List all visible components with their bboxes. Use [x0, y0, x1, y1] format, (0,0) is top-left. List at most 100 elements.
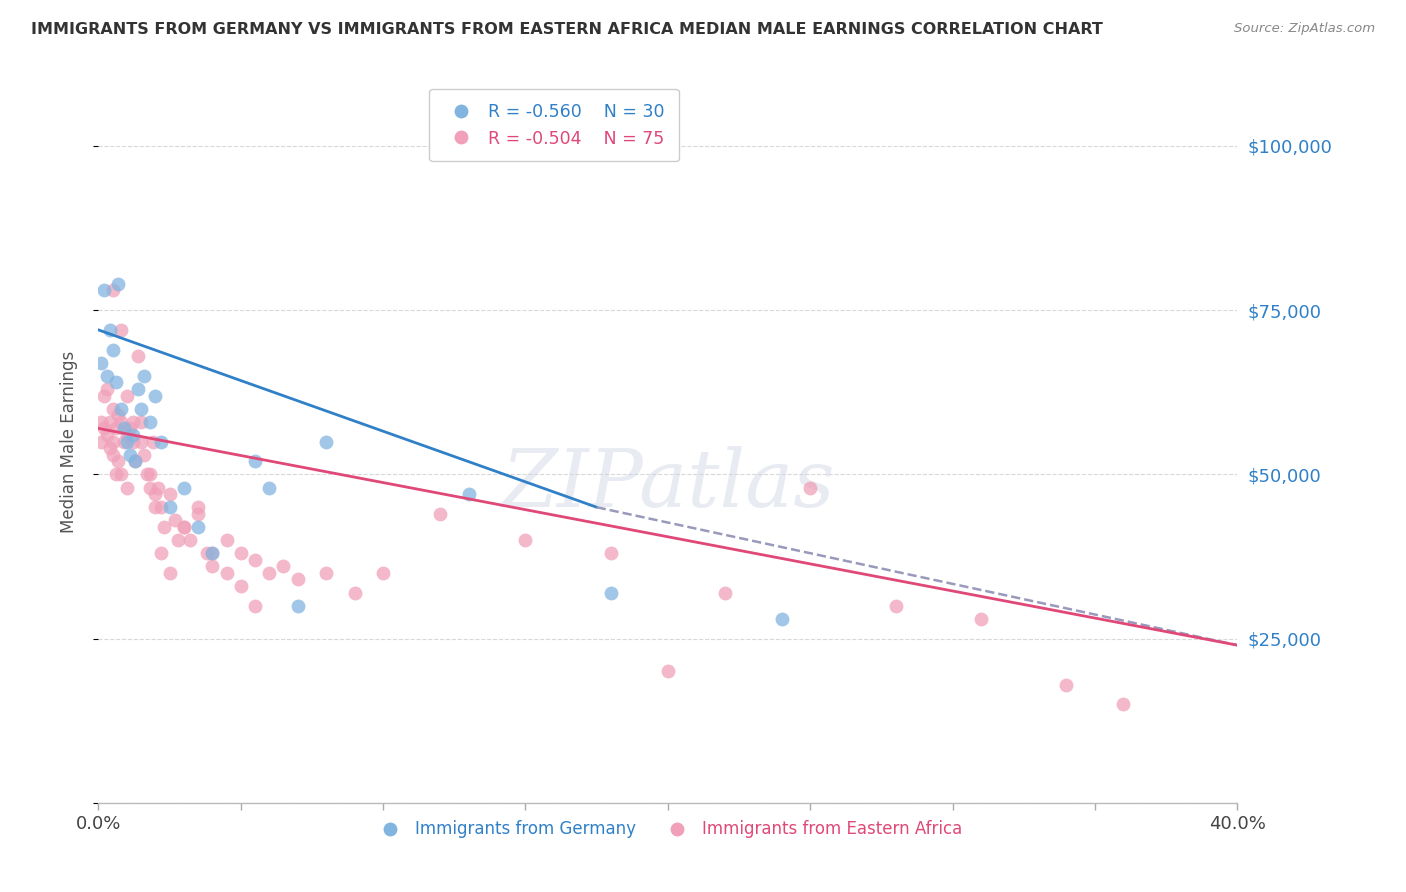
Point	[515, 533, 537, 547]
Point	[121, 428, 143, 442]
Point	[159, 566, 181, 580]
Point	[145, 500, 167, 515]
Point	[141, 434, 163, 449]
Point	[167, 533, 190, 547]
Point	[215, 533, 238, 547]
Point	[243, 599, 266, 613]
Point	[112, 434, 135, 449]
Point	[101, 343, 124, 357]
Point	[110, 401, 132, 416]
Point	[124, 454, 146, 468]
Point	[138, 467, 160, 482]
Point	[127, 349, 149, 363]
Point	[112, 421, 135, 435]
Point	[1112, 698, 1135, 712]
Point	[101, 448, 124, 462]
Point	[187, 507, 209, 521]
Point	[121, 434, 143, 449]
Point	[201, 559, 224, 574]
Point	[714, 585, 737, 599]
Point	[315, 566, 337, 580]
Point	[115, 481, 138, 495]
Point	[101, 284, 124, 298]
Point	[657, 665, 679, 679]
Point	[970, 612, 993, 626]
Point	[110, 415, 132, 429]
Text: Source: ZipAtlas.com: Source: ZipAtlas.com	[1234, 22, 1375, 36]
Point	[173, 520, 195, 534]
Point	[195, 546, 218, 560]
Legend: Immigrants from Germany, Immigrants from Eastern Africa: Immigrants from Germany, Immigrants from…	[367, 814, 969, 845]
Point	[187, 520, 209, 534]
Point	[215, 566, 238, 580]
Point	[150, 434, 173, 449]
Point	[96, 428, 118, 442]
Point	[187, 500, 209, 515]
Point	[129, 401, 152, 416]
Y-axis label: Median Male Earnings: Median Male Earnings	[59, 351, 77, 533]
Point	[145, 487, 167, 501]
Point	[243, 553, 266, 567]
Point	[229, 579, 252, 593]
Point	[90, 434, 112, 449]
Point	[96, 368, 118, 383]
Point	[159, 500, 181, 515]
Point	[93, 388, 115, 402]
Point	[110, 323, 132, 337]
Point	[132, 448, 155, 462]
Point	[138, 481, 160, 495]
Point	[90, 356, 112, 370]
Point	[98, 441, 121, 455]
Point	[287, 573, 309, 587]
Point	[600, 546, 623, 560]
Point	[129, 434, 152, 449]
Point	[110, 467, 132, 482]
Point	[259, 481, 281, 495]
Point	[145, 388, 167, 402]
Point	[107, 409, 129, 423]
Point	[107, 454, 129, 468]
Point	[201, 546, 224, 560]
Point	[179, 533, 201, 547]
Point	[159, 487, 181, 501]
Point	[96, 382, 118, 396]
Point	[124, 454, 146, 468]
Point	[150, 546, 173, 560]
Point	[770, 612, 793, 626]
Point	[98, 323, 121, 337]
Point	[107, 277, 129, 291]
Point	[153, 520, 176, 534]
Point	[104, 467, 127, 482]
Point	[129, 415, 152, 429]
Point	[132, 368, 155, 383]
Point	[165, 513, 187, 527]
Point	[243, 454, 266, 468]
Point	[600, 585, 623, 599]
Point	[173, 481, 195, 495]
Point	[104, 421, 127, 435]
Point	[201, 546, 224, 560]
Point	[315, 434, 337, 449]
Point	[127, 382, 149, 396]
Point	[229, 546, 252, 560]
Point	[429, 507, 451, 521]
Point	[115, 428, 138, 442]
Point	[343, 585, 366, 599]
Point	[148, 481, 170, 495]
Point	[101, 401, 124, 416]
Point	[287, 599, 309, 613]
Point	[173, 520, 195, 534]
Point	[115, 434, 138, 449]
Point	[373, 566, 395, 580]
Point	[150, 500, 173, 515]
Point	[1056, 677, 1078, 691]
Point	[118, 421, 141, 435]
Point	[93, 284, 115, 298]
Point	[135, 467, 157, 482]
Point	[121, 415, 143, 429]
Point	[138, 415, 160, 429]
Point	[101, 434, 124, 449]
Point	[104, 376, 127, 390]
Point	[259, 566, 281, 580]
Point	[884, 599, 907, 613]
